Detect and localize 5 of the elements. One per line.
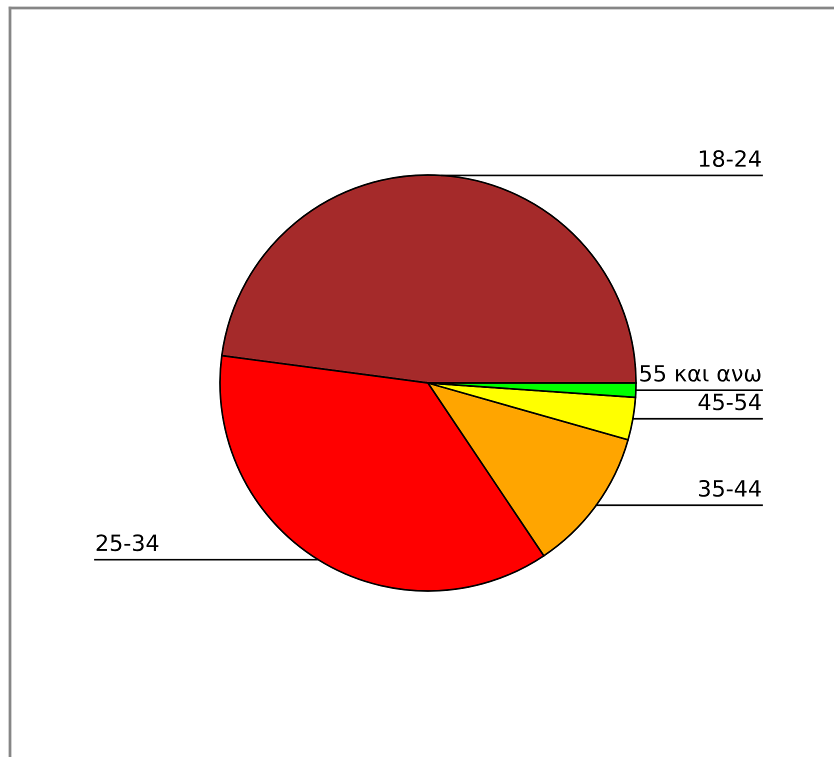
slice-label: 45-54	[698, 394, 761, 410]
slice-label: 35-44	[699, 480, 761, 497]
slice-label: 25-34	[96, 534, 158, 552]
slice-label: 55 και ανω	[640, 365, 760, 382]
slice-label: 18-24	[700, 150, 761, 167]
